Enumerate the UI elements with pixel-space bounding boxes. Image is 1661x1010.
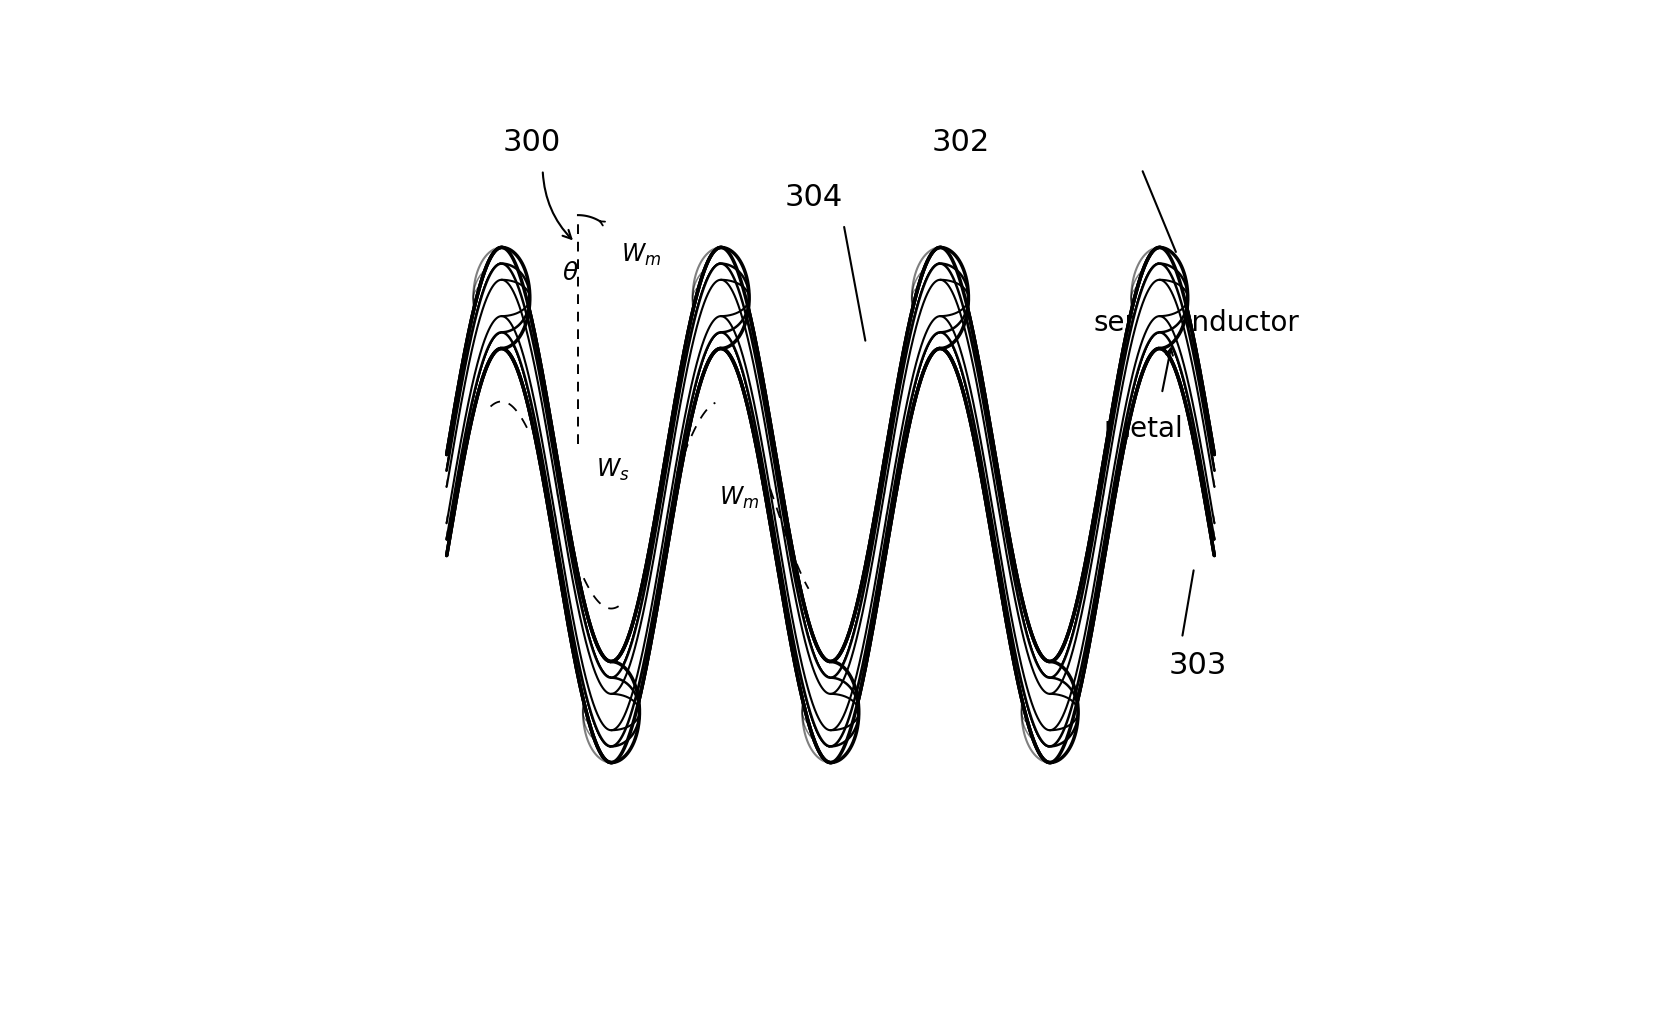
Polygon shape	[666, 264, 776, 539]
Polygon shape	[940, 247, 968, 348]
Polygon shape	[447, 264, 556, 539]
Polygon shape	[666, 244, 776, 559]
Polygon shape	[995, 471, 1105, 746]
Text: $W_s$: $W_s$	[596, 457, 630, 483]
Polygon shape	[556, 451, 666, 766]
Text: $W_m$: $W_m$	[621, 241, 661, 268]
Polygon shape	[776, 451, 885, 766]
Text: 303: 303	[1169, 651, 1227, 681]
Polygon shape	[447, 244, 556, 559]
Polygon shape	[1105, 244, 1214, 559]
Polygon shape	[1159, 247, 1188, 348]
Text: $W_m$: $W_m$	[719, 485, 759, 511]
Text: metal: metal	[1103, 415, 1183, 443]
Text: 304: 304	[786, 183, 844, 212]
Text: $\theta$: $\theta$	[561, 261, 578, 285]
Polygon shape	[1050, 662, 1078, 763]
Polygon shape	[995, 451, 1105, 766]
Polygon shape	[776, 471, 885, 746]
Text: 302: 302	[932, 127, 990, 157]
Polygon shape	[721, 247, 749, 348]
Text: semiconductor: semiconductor	[1093, 309, 1299, 337]
Polygon shape	[885, 244, 995, 559]
Polygon shape	[556, 471, 666, 746]
Polygon shape	[885, 264, 995, 539]
Polygon shape	[830, 662, 859, 763]
Polygon shape	[611, 662, 639, 763]
Polygon shape	[502, 247, 530, 348]
Text: 300: 300	[502, 127, 560, 157]
Polygon shape	[1105, 264, 1214, 539]
